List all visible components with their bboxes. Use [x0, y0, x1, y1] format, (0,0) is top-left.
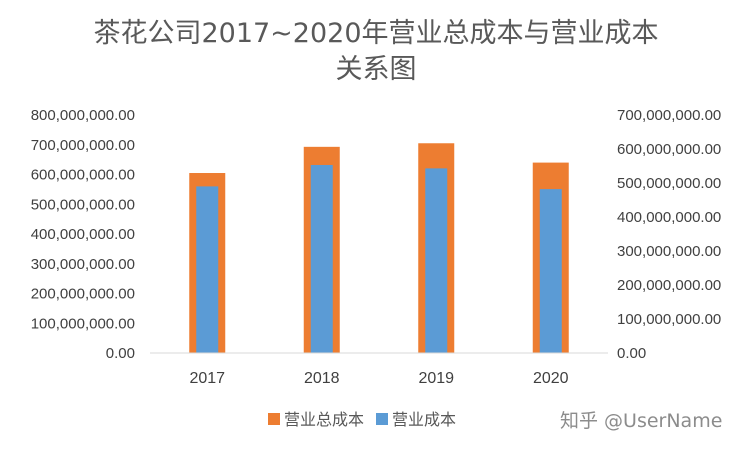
left-tick-label: 0.00	[106, 345, 135, 362]
legend-swatch	[268, 413, 280, 425]
x-tick-label: 2019	[418, 370, 454, 387]
right-tick-label: 400,000,000.00	[617, 209, 721, 226]
left-tick-label: 200,000,000.00	[31, 286, 135, 303]
left-tick-label: 300,000,000.00	[31, 256, 135, 273]
bar-operating-cost	[196, 186, 219, 353]
right-tick-label: 200,000,000.00	[617, 277, 721, 294]
right-tick-label: 300,000,000.00	[617, 243, 721, 260]
legend-swatch	[376, 413, 388, 425]
bars	[189, 143, 569, 353]
left-tick-label: 100,000,000.00	[31, 315, 135, 332]
x-tick-label: 2018	[304, 370, 340, 387]
left-tick-label: 500,000,000.00	[31, 196, 135, 213]
left-tick-label: 700,000,000.00	[31, 137, 135, 154]
left-tick-label: 800,000,000.00	[31, 107, 135, 124]
bar-operating-cost	[425, 168, 448, 353]
legend-label: 营业成本	[392, 410, 456, 429]
bar-operating-cost	[539, 189, 562, 353]
x-tick-label: 2020	[533, 370, 569, 387]
chart-title: 茶花公司2017~2020年营业总成本与营业成本	[93, 18, 659, 49]
right-tick-label: 500,000,000.00	[617, 175, 721, 192]
x-tick-label: 2017	[189, 370, 225, 387]
watermark: 知乎 @UserName	[560, 410, 723, 432]
right-tick-label: 100,000,000.00	[617, 311, 721, 328]
left-tick-label: 600,000,000.00	[31, 167, 135, 184]
left-tick-label: 400,000,000.00	[31, 226, 135, 243]
right-tick-label: 700,000,000.00	[617, 107, 721, 124]
right-axis: 0.00 100,000,000.00 200,000,000.00 300,000,…	[617, 107, 721, 362]
bar-operating-cost	[310, 164, 333, 353]
chart-title-line-2: 关系图	[335, 54, 417, 85]
legend: 营业总成本 营业成本	[268, 410, 456, 429]
x-axis: 2017 2018 2019 2020	[189, 370, 568, 387]
right-tick-label: 0.00	[617, 345, 646, 362]
left-axis: 0.00 100,000,000.00 200,000,000.00 300,000,…	[31, 107, 135, 362]
legend-label: 营业总成本	[284, 410, 364, 429]
right-tick-label: 600,000,000.00	[617, 141, 721, 158]
